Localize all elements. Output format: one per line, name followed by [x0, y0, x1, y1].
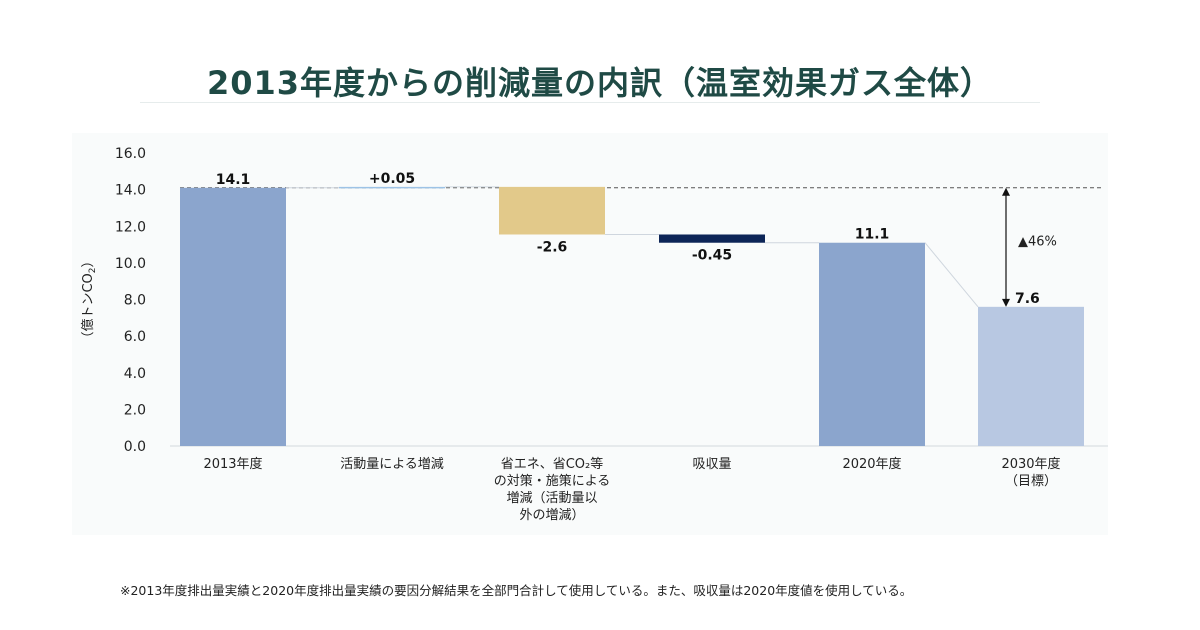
chart-panel: （億トンCO2） 0.0 2.0 4.0 6.0 8.0 10.0 12.0 14.0 16.0 1… — [72, 133, 1108, 535]
reduction-percent-label: ▲46% — [1018, 234, 1057, 249]
x-category-label: 活動量による増減 — [340, 456, 444, 472]
x-category-label: 省エネ、省CO₂等 — [501, 456, 604, 472]
data-label: -2.6 — [537, 239, 568, 255]
waterfall-chart: （億トンCO2） 0.0 2.0 4.0 6.0 8.0 10.0 12.0 14.0 16.0 1… — [80, 146, 1108, 523]
bar-total-5 — [978, 306, 1084, 446]
x-category-label: 2020年度 — [842, 456, 901, 472]
data-label: 11.1 — [855, 227, 890, 243]
x-category-label: 吸収量 — [692, 457, 731, 472]
bar-delta-3 — [659, 234, 765, 243]
reduction-arrow-head-up — [1002, 187, 1010, 196]
bar-total-4 — [819, 242, 925, 446]
footnote: ※2013年度排出量実績と2020年度排出量実績の要因分解結果を全部門合計して使… — [120, 583, 913, 598]
data-label: 7.6 — [1015, 291, 1040, 307]
bar-delta-1 — [339, 186, 445, 189]
y-tick-label: 10.0 — [115, 256, 146, 272]
y-tick-label: 14.0 — [115, 183, 146, 199]
x-category-label: （目標） — [1005, 474, 1057, 489]
y-tick-label: 12.0 — [115, 219, 146, 235]
x-category-label: 2013年度 — [203, 456, 262, 472]
y-tick-label: 2.0 — [124, 402, 146, 418]
y-tick-label: 16.0 — [115, 146, 146, 162]
y-tick-label: 6.0 — [124, 329, 146, 345]
x-category-label: 外の増減） — [519, 507, 584, 523]
y-tick-label: 0.0 — [124, 439, 146, 455]
y-tick-label: 8.0 — [124, 293, 146, 309]
x-category-label: 2030年度 — [1001, 456, 1060, 472]
page-title: 2013年度からの削減量の内訳（温室効果ガス全体） — [206, 64, 994, 102]
reduction-arrow-head-down — [1002, 298, 1010, 307]
x-category-label: の対策・施策による — [494, 473, 611, 489]
bar-delta-2 — [499, 186, 605, 235]
y-axis-label: （億トンCO2） — [80, 254, 98, 344]
y-tick-label: 4.0 — [124, 366, 146, 382]
data-label: +0.05 — [369, 171, 415, 187]
x-category-label: 増減（活動量以 — [506, 490, 597, 506]
title-divider — [140, 102, 1040, 103]
bar-total-0 — [180, 187, 286, 446]
connector-line — [924, 242, 979, 308]
data-label: -0.45 — [692, 248, 732, 264]
data-label: 14.1 — [216, 172, 251, 188]
